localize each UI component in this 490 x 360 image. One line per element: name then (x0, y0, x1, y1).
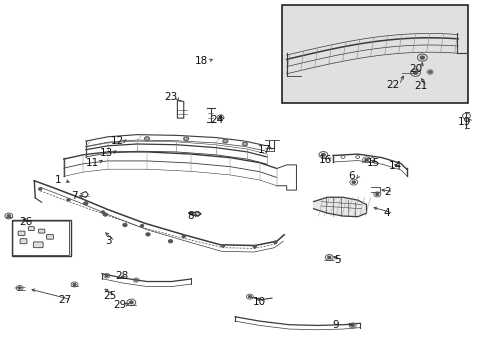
Text: 4: 4 (384, 208, 391, 218)
Text: 28: 28 (115, 271, 128, 281)
Text: 29: 29 (113, 300, 126, 310)
Polygon shape (314, 197, 367, 217)
Text: 8: 8 (187, 211, 194, 221)
Circle shape (169, 240, 172, 243)
Circle shape (429, 71, 431, 73)
Circle shape (84, 202, 88, 205)
Text: 21: 21 (414, 81, 427, 91)
Circle shape (145, 137, 149, 140)
Circle shape (103, 213, 107, 216)
Circle shape (123, 224, 127, 226)
Text: 24: 24 (210, 114, 223, 125)
FancyBboxPatch shape (20, 239, 27, 244)
Text: 1: 1 (54, 175, 61, 185)
Text: 18: 18 (195, 56, 209, 66)
Circle shape (18, 287, 21, 289)
Bar (12, 220, 71, 256)
Text: 22: 22 (386, 80, 400, 90)
Circle shape (106, 275, 108, 276)
Text: 19: 19 (458, 117, 471, 127)
Text: 9: 9 (333, 320, 340, 330)
Circle shape (248, 296, 251, 298)
Circle shape (321, 153, 325, 156)
Text: 2: 2 (384, 186, 391, 197)
Text: 6: 6 (348, 171, 355, 181)
Circle shape (129, 301, 133, 304)
Bar (282, 5, 468, 103)
Circle shape (274, 241, 277, 243)
Text: 5: 5 (334, 255, 341, 265)
Circle shape (352, 181, 355, 183)
Circle shape (135, 279, 137, 281)
Text: 12: 12 (111, 136, 124, 146)
Circle shape (67, 199, 70, 201)
Circle shape (146, 233, 150, 236)
Text: 13: 13 (100, 148, 114, 158)
Text: 15: 15 (367, 158, 380, 168)
Text: 26: 26 (19, 217, 32, 228)
Circle shape (414, 71, 417, 74)
FancyBboxPatch shape (28, 227, 34, 231)
FancyBboxPatch shape (47, 235, 53, 239)
FancyBboxPatch shape (18, 231, 25, 235)
FancyBboxPatch shape (33, 242, 43, 248)
Circle shape (73, 283, 76, 285)
Polygon shape (189, 212, 201, 216)
Circle shape (243, 142, 247, 146)
Text: 11: 11 (85, 158, 99, 168)
Circle shape (182, 235, 185, 238)
Text: 3: 3 (105, 236, 112, 246)
Circle shape (141, 225, 144, 227)
Text: 17: 17 (258, 145, 271, 156)
Circle shape (223, 139, 228, 143)
FancyBboxPatch shape (38, 229, 45, 233)
Circle shape (219, 116, 222, 118)
Circle shape (365, 159, 368, 161)
Text: 16: 16 (318, 155, 332, 165)
Circle shape (39, 188, 42, 190)
Circle shape (184, 137, 189, 140)
Circle shape (253, 246, 256, 248)
Text: 27: 27 (58, 294, 72, 305)
Text: 23: 23 (164, 92, 177, 102)
Circle shape (420, 56, 424, 59)
Circle shape (221, 245, 224, 247)
Circle shape (328, 256, 331, 258)
Text: 25: 25 (103, 291, 117, 301)
Text: 20: 20 (409, 64, 422, 74)
Circle shape (351, 324, 354, 327)
Circle shape (376, 193, 379, 195)
Text: 7: 7 (71, 191, 78, 201)
Text: 10: 10 (253, 297, 266, 307)
Circle shape (101, 211, 104, 213)
Text: 14: 14 (389, 161, 403, 171)
Circle shape (7, 215, 10, 217)
